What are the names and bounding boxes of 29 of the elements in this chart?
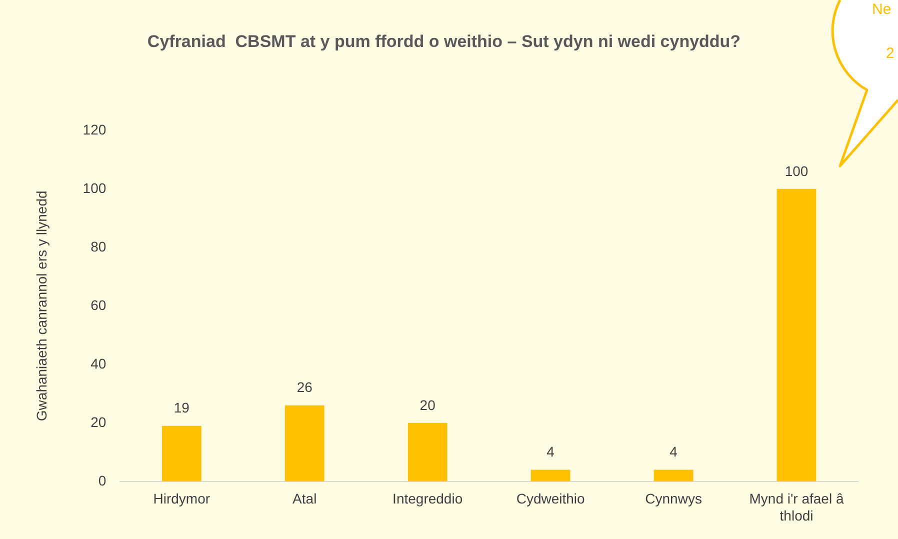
- x-tick-label: Atal: [292, 490, 317, 507]
- data-label: 20: [420, 396, 436, 413]
- data-label: 26: [296, 379, 313, 396]
- data-label: 4: [670, 444, 678, 460]
- x-tick-label: Cydweithio: [516, 490, 586, 507]
- data-label: 100: [784, 162, 808, 179]
- text: Ne: [872, 1, 892, 18]
- y-tick-label: 100: [82, 180, 106, 196]
- x-tick-label: Cynnwys: [645, 490, 702, 507]
- bar: [776, 188, 816, 482]
- bar: [530, 470, 570, 482]
- y-tick-label: 60: [90, 296, 106, 313]
- y-tick-label: 80: [90, 238, 106, 254]
- y-axis-title: Gwahaniaeth canrannol ers y llynedd: [33, 190, 50, 422]
- data-label: 4: [546, 444, 555, 460]
- bar: [284, 405, 324, 482]
- x-tick-label: Hirdymor: [153, 490, 210, 507]
- y-tick-label: 20: [90, 414, 106, 430]
- y-tick-label: 40: [90, 355, 106, 372]
- bar: [408, 422, 448, 482]
- chart-title: Cyfraniad CBSMT at y pum ffordd o weithio – Sut ydyn ni wedi cynyddu?: [147, 32, 741, 51]
- x-tick-label: Mynd i'r afael â thlodi: [749, 490, 844, 524]
- y-tick-label: 0: [98, 472, 106, 488]
- y-tick-label: 120: [82, 121, 106, 138]
- x-tick-label: Integreddio: [392, 490, 463, 507]
- data-label: 19: [174, 400, 190, 416]
- bar: [654, 470, 694, 482]
- bar: [162, 426, 202, 482]
- text: 2: [886, 45, 894, 62]
